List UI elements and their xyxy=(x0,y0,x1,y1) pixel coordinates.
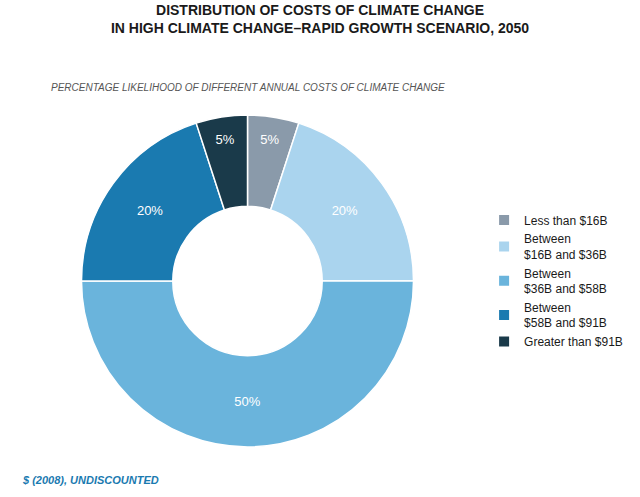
svg-text:50%: 50% xyxy=(234,394,260,409)
svg-text:5%: 5% xyxy=(260,132,279,147)
svg-text:PERCENTAGE LIKELIHOOD OF DIFFE: PERCENTAGE LIKELIHOOD OF DIFFERENT ANNUA… xyxy=(51,82,445,93)
svg-text:Between$36B and $58B: Between$36B and $58B xyxy=(524,267,607,297)
svg-text:20%: 20% xyxy=(137,203,163,218)
svg-text:Between$16B and $36B: Between$16B and $36B xyxy=(524,232,607,262)
svg-text:5%: 5% xyxy=(215,132,234,147)
svg-text:$ (2008), UNDISCOUNTED: $ (2008), UNDISCOUNTED xyxy=(22,474,159,486)
svg-text:Less than $16B: Less than $16B xyxy=(524,214,607,228)
svg-text:20%: 20% xyxy=(332,203,358,218)
svg-text:DISTRIBUTION OF COSTS OF CLIMA: DISTRIBUTION OF COSTS OF CLIMATE CHANGEI… xyxy=(111,2,529,36)
svg-text:Greater than $91B: Greater than $91B xyxy=(524,335,623,349)
svg-text:Between$58B and $91B: Between$58B and $91B xyxy=(524,301,607,331)
